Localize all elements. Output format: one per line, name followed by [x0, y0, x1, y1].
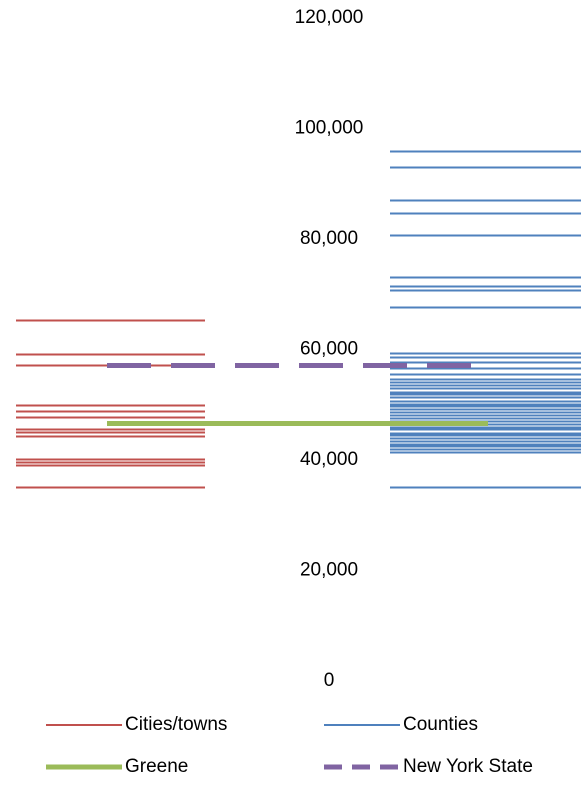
legend-item-cities-towns: Cities/towns	[46, 714, 227, 736]
legend-swatch-counties	[324, 724, 400, 726]
legend-swatch-greene	[46, 764, 122, 770]
y-tick-label: 100,000	[295, 118, 364, 139]
legend-label-cities-towns: Cities/towns	[125, 714, 228, 735]
y-tick-label: 80,000	[300, 228, 358, 249]
legend-item-counties: Counties	[324, 714, 478, 736]
series-counties	[390, 150, 581, 489]
chart-legend: Cities/towns Counties Greene New York St…	[0, 712, 585, 792]
y-tick-label: 40,000	[300, 449, 358, 470]
legend-item-greene: Greene	[46, 756, 188, 778]
y-tick-label: 20,000	[300, 560, 358, 581]
y-tick-label: 120,000	[295, 7, 364, 28]
y-tick-label: 60,000	[300, 339, 358, 360]
legend-item-new-york-state: New York State	[324, 756, 533, 778]
chart-plot: 0 20,000 40,000 60,000 80,000 100,000 120,000	[16, 7, 581, 691]
y-tick-label: 0	[324, 670, 335, 691]
legend-swatch-new-york-state	[324, 764, 400, 770]
series-cities-towns	[16, 319, 205, 489]
legend-swatch-cities-towns	[46, 724, 122, 726]
legend-label-greene: Greene	[125, 756, 189, 777]
legend-label-new-york-state: New York State	[403, 756, 533, 777]
legend-label-counties: Counties	[403, 714, 478, 735]
